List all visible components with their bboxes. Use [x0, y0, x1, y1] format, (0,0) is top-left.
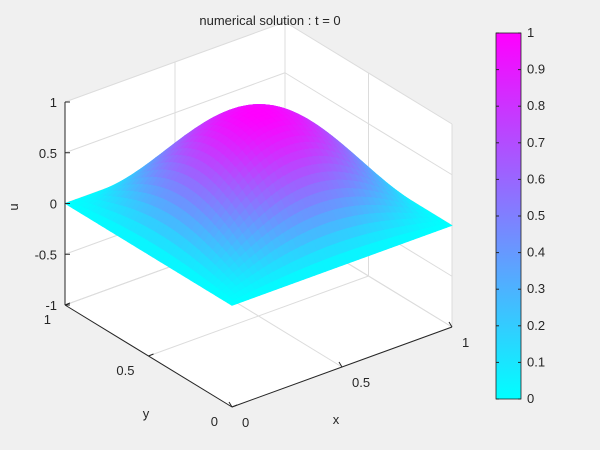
grid-line	[148, 275, 369, 357]
y-axis-label: y	[143, 406, 150, 421]
grid-line	[284, 21, 453, 125]
colorbar-ticks: 0 0.1 0.2 0.3 0.4 0.5 0.6 0.7 0.8 0.9 1	[496, 25, 545, 406]
x-tick	[228, 401, 233, 408]
colorbar-tick-label: 0.3	[527, 281, 545, 296]
colorbar-tick-label: 1	[527, 25, 534, 40]
colorbar-tick-label: 0.2	[527, 318, 545, 333]
colorbar-tick-label: 0.7	[527, 135, 545, 150]
colorbar-tick-label: 0.5	[527, 208, 545, 223]
grid-line	[284, 72, 453, 176]
colorbar	[495, 32, 522, 400]
tick-labels: -1 -0.5 0 0.5 1 0 0.5 1 0 0.5 1	[35, 95, 470, 430]
z-axis-label: u	[6, 203, 21, 210]
z-tick-label: 1	[50, 95, 57, 110]
y-tick	[148, 353, 154, 357]
y-tick-label: 1	[44, 312, 51, 327]
colorbar-tick-label: 0.9	[527, 62, 545, 77]
x-tick	[448, 321, 453, 328]
x-tick-label: 0	[242, 415, 249, 430]
surface	[64, 104, 453, 306]
z-tick-label: -1	[45, 298, 57, 313]
surface-patch	[227, 299, 239, 306]
y-tick	[231, 404, 238, 408]
axis-lines	[64, 101, 453, 408]
x-tick-label: 0.5	[352, 375, 370, 390]
y-tick	[64, 302, 71, 306]
colorbar-tick-label: 0.6	[527, 171, 545, 186]
z-tick-label: -0.5	[35, 247, 57, 262]
colorbar-tick-label: 0.4	[527, 245, 545, 260]
z-tick-label: 0.5	[39, 146, 57, 161]
colorbar-tick-label: 0	[527, 391, 534, 406]
colorbar-tick-label: 0.1	[527, 354, 545, 369]
x-tick-label: 1	[462, 335, 469, 350]
y-tick-label: 0	[211, 414, 218, 429]
colorbar-tick-label: 0.8	[527, 98, 545, 113]
x-axis-label: x	[333, 412, 340, 427]
y-tick-label: 0.5	[116, 363, 134, 378]
grid-line	[64, 21, 286, 103]
grid-line	[64, 72, 286, 154]
z-tick-label: 0	[50, 197, 57, 212]
chart-title: numerical solution : t = 0	[199, 13, 340, 28]
x-tick	[338, 361, 343, 368]
